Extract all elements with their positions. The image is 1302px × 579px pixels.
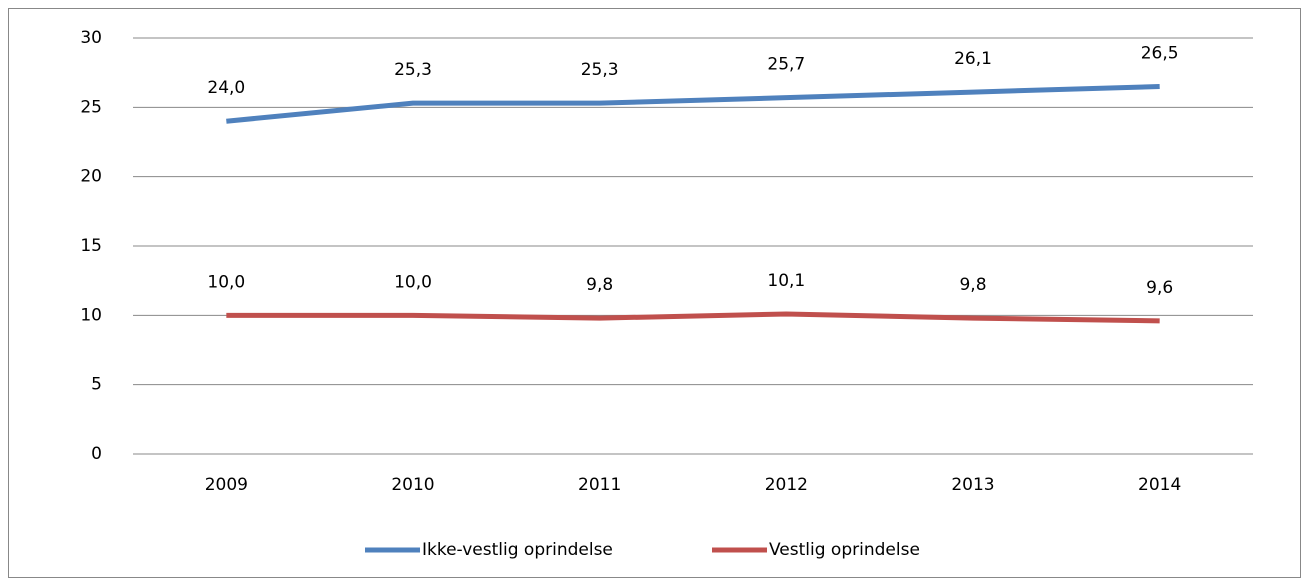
data-label: 26,1 [954,49,992,69]
series-line [226,311,1160,324]
data-label: 9,8 [959,275,986,295]
x-tick-label: 2014 [1138,475,1181,495]
series-line [226,84,1160,124]
y-tick-label: 20 [80,167,102,187]
data-label: 10,0 [207,272,245,292]
y-tick-label: 0 [91,444,102,464]
y-tick-label: 30 [80,28,102,48]
legend-label: Ikke-vestlig oprindelse [422,540,613,560]
legend-label: Vestlig oprindelse [769,540,920,560]
y-tick-label: 10 [80,305,102,325]
y-tick-label: 5 [91,375,102,395]
y-tick-label: 15 [80,236,102,256]
data-label: 10,1 [767,271,805,291]
x-tick-label: 2012 [765,475,808,495]
data-label: 26,5 [1141,44,1179,64]
data-label: 24,0 [207,78,245,98]
x-tick-label: 2010 [391,475,434,495]
chart-frame [8,8,1301,578]
x-tick-label: 2013 [951,475,994,495]
data-label: 9,8 [586,275,613,295]
data-label: 9,6 [1146,278,1173,298]
data-label: 25,7 [767,55,805,75]
x-tick-label: 2009 [205,475,248,495]
x-tick-label: 2011 [578,475,621,495]
y-tick-label: 25 [80,97,102,117]
data-label: 25,3 [581,60,619,80]
data-label: 10,0 [394,272,432,292]
data-label: 25,3 [394,60,432,80]
